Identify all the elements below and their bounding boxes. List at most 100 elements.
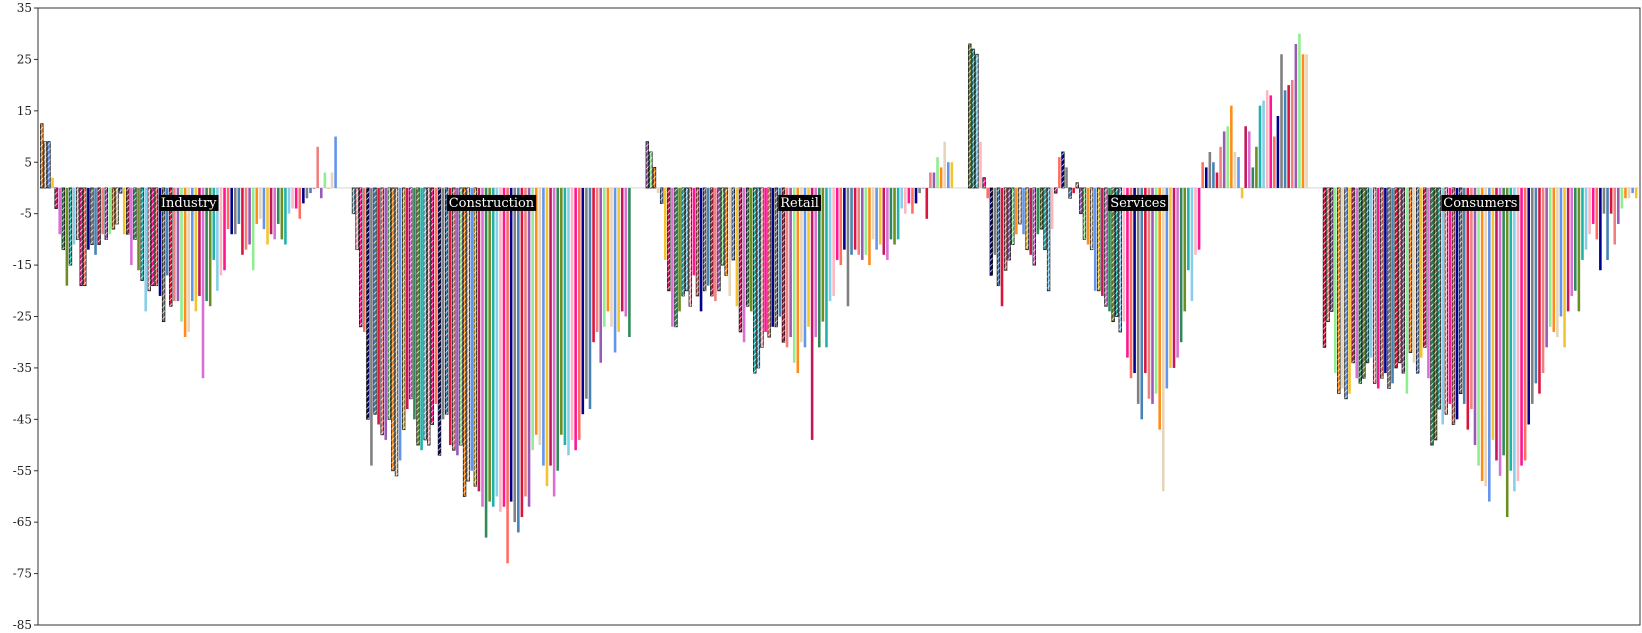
bar <box>237 187 241 224</box>
bar <box>198 187 201 296</box>
bar <box>843 187 846 250</box>
bar-hatch <box>104 187 108 240</box>
bar <box>1190 187 1194 302</box>
bar <box>628 187 631 338</box>
bar <box>889 187 893 240</box>
bar <box>656 187 660 194</box>
bar <box>434 187 438 404</box>
bar-hatch <box>1326 187 1330 322</box>
bar <box>302 187 305 204</box>
bar-hatch <box>972 49 975 188</box>
bar <box>911 187 914 214</box>
bar <box>362 187 366 332</box>
bar <box>205 187 208 302</box>
bar <box>896 187 900 240</box>
bar-hatch <box>982 177 986 188</box>
bar <box>266 187 269 245</box>
bar <box>187 187 190 332</box>
bar-hatch <box>1115 187 1118 317</box>
bar <box>1405 187 1409 394</box>
bar <box>606 187 610 312</box>
bar-hatch <box>1323 187 1326 348</box>
bar <box>101 187 104 235</box>
bar-hatch <box>1004 187 1007 271</box>
bar <box>1244 126 1247 188</box>
bar-hatch <box>1362 187 1366 379</box>
bar-hatch <box>380 187 384 435</box>
bar <box>1169 187 1172 368</box>
bar <box>1376 187 1380 389</box>
bar-hatch <box>753 187 757 374</box>
bar <box>1147 187 1151 399</box>
bar-hatch <box>395 187 398 476</box>
bar <box>280 187 284 240</box>
bar <box>513 187 517 523</box>
bar <box>1197 187 1201 250</box>
bar <box>610 187 613 327</box>
bar <box>1513 187 1516 492</box>
y-tick-label: -75 <box>13 567 32 581</box>
bar <box>87 187 90 250</box>
bar <box>853 187 857 250</box>
bar <box>1495 187 1498 461</box>
bar-hatch <box>746 187 749 307</box>
bar-hatch <box>438 187 441 456</box>
bar <box>832 187 835 296</box>
bar <box>542 187 545 466</box>
bar-hatch <box>1040 187 1043 230</box>
bar <box>477 187 481 492</box>
bar <box>384 187 388 440</box>
y-tick-label: 5 <box>24 155 32 169</box>
bar <box>932 172 936 188</box>
bar <box>130 187 133 266</box>
bar-hatch <box>402 187 405 430</box>
bar <box>875 187 878 250</box>
bar <box>94 187 97 255</box>
bar <box>1133 187 1136 374</box>
bar <box>1158 187 1161 430</box>
bar-hatch <box>1445 187 1448 415</box>
bar <box>226 187 230 230</box>
bar <box>377 187 380 425</box>
bar <box>1427 187 1430 379</box>
bar <box>663 187 667 260</box>
bar-hatch <box>423 187 427 440</box>
bar <box>1484 187 1488 487</box>
bar <box>929 172 932 188</box>
group-label: Retail <box>780 196 819 211</box>
bar <box>1251 167 1255 188</box>
bar <box>792 187 796 363</box>
bar <box>255 187 259 224</box>
bar <box>613 187 617 353</box>
bar-hatch <box>775 187 778 327</box>
bar <box>893 187 896 245</box>
bar <box>527 187 531 507</box>
bar <box>807 187 810 327</box>
bar-hatch <box>1373 187 1376 384</box>
bar-hatch <box>739 187 742 332</box>
bar-hatch <box>90 187 94 245</box>
bar <box>1058 157 1061 188</box>
bar <box>878 187 882 245</box>
bar-hatch <box>416 187 420 446</box>
bar <box>1276 115 1280 188</box>
bar <box>1262 100 1265 188</box>
bar <box>850 187 853 255</box>
bar-hatch <box>767 187 771 338</box>
bar <box>1161 187 1165 492</box>
bar <box>1015 187 1018 235</box>
bar <box>1290 79 1294 188</box>
bar <box>276 187 280 224</box>
bar <box>803 187 807 348</box>
bar <box>907 187 911 204</box>
bar <box>158 187 162 296</box>
y-tick-label: -5 <box>20 207 32 221</box>
bar <box>456 187 459 456</box>
bar-hatch <box>352 187 355 214</box>
bar-hatch <box>1402 187 1405 374</box>
bar-hatch <box>1366 187 1369 363</box>
bar-hatch <box>1018 187 1022 224</box>
bar-hatch <box>97 187 101 245</box>
bar <box>861 187 864 260</box>
